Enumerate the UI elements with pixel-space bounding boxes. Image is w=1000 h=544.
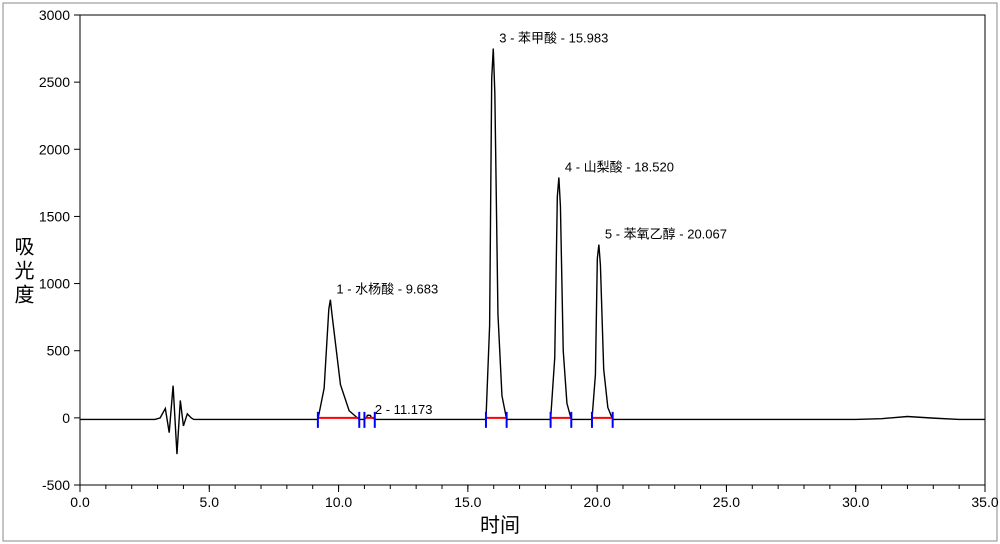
svg-text:5.0: 5.0 bbox=[200, 494, 220, 510]
svg-text:25.0: 25.0 bbox=[713, 494, 740, 510]
svg-text:30.0: 30.0 bbox=[842, 494, 869, 510]
y-axis-label: 吸光度 bbox=[8, 236, 37, 308]
svg-text:10.0: 10.0 bbox=[325, 494, 352, 510]
svg-text:15.0: 15.0 bbox=[454, 494, 481, 510]
svg-text:1 - 水杨酸 - 9.683: 1 - 水杨酸 - 9.683 bbox=[336, 282, 438, 297]
chart-svg: -500 0 500 1000 1500 2000 2500 3000 0.0 5.0 10.0 15… bbox=[0, 0, 1000, 544]
svg-text:2500: 2500 bbox=[39, 74, 70, 90]
svg-text:3 - 苯甲酸 - 15.983: 3 - 苯甲酸 - 15.983 bbox=[499, 31, 608, 46]
chromatogram-chart: 吸光度 时间 -500 0 500 1000 1500 2000 2500 3000 0.0 5.… bbox=[0, 0, 1000, 544]
svg-text:500: 500 bbox=[47, 343, 71, 359]
svg-text:4 - 山梨酸 - 18.520: 4 - 山梨酸 - 18.520 bbox=[565, 159, 674, 174]
svg-text:5 - 苯氧乙醇 - 20.067: 5 - 苯氧乙醇 - 20.067 bbox=[605, 227, 727, 242]
svg-text:2000: 2000 bbox=[39, 141, 70, 157]
svg-text:20.0: 20.0 bbox=[584, 494, 611, 510]
x-axis-label: 时间 bbox=[480, 509, 520, 538]
svg-text:0: 0 bbox=[62, 410, 70, 426]
svg-text:1000: 1000 bbox=[39, 276, 70, 292]
svg-text:0.0: 0.0 bbox=[70, 494, 90, 510]
svg-text:-500: -500 bbox=[42, 477, 70, 493]
svg-text:35.0: 35.0 bbox=[971, 494, 998, 510]
svg-text:1500: 1500 bbox=[39, 208, 70, 224]
svg-text:2 - 11.173: 2 - 11.173 bbox=[375, 402, 433, 417]
svg-text:3000: 3000 bbox=[39, 7, 70, 23]
